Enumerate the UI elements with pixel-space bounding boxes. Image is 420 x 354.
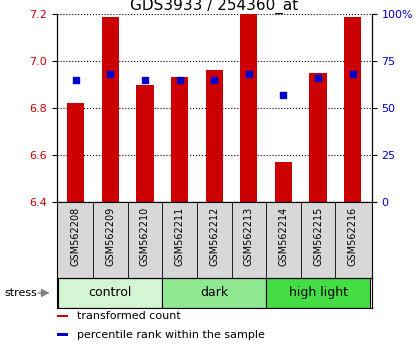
Point bbox=[72, 77, 79, 83]
Text: stress: stress bbox=[4, 288, 37, 298]
Point bbox=[107, 72, 114, 77]
Point bbox=[280, 92, 287, 98]
Text: dark: dark bbox=[200, 286, 228, 299]
Text: GSM562210: GSM562210 bbox=[140, 207, 150, 266]
Text: GSM562213: GSM562213 bbox=[244, 207, 254, 266]
Bar bbox=[57, 314, 68, 317]
Point bbox=[349, 72, 356, 77]
Point bbox=[142, 77, 148, 83]
Text: percentile rank within the sample: percentile rank within the sample bbox=[77, 330, 265, 339]
Bar bbox=[58, 278, 162, 308]
Text: GSM562212: GSM562212 bbox=[209, 207, 219, 267]
Bar bbox=[136, 85, 154, 202]
Title: GDS3933 / 254360_at: GDS3933 / 254360_at bbox=[130, 0, 298, 14]
Point bbox=[211, 77, 218, 83]
Bar bbox=[275, 162, 292, 202]
Bar bbox=[102, 17, 119, 202]
Bar bbox=[57, 333, 68, 336]
Text: transformed count: transformed count bbox=[77, 311, 181, 321]
Text: high light: high light bbox=[289, 286, 347, 299]
Text: GSM562215: GSM562215 bbox=[313, 207, 323, 267]
Bar bbox=[171, 78, 188, 202]
Bar bbox=[205, 70, 223, 202]
Bar bbox=[266, 278, 370, 308]
Text: GSM562214: GSM562214 bbox=[278, 207, 289, 266]
Bar bbox=[310, 73, 327, 202]
Text: GSM562208: GSM562208 bbox=[71, 207, 81, 266]
Text: control: control bbox=[89, 286, 132, 299]
Point bbox=[245, 72, 252, 77]
Text: GSM562209: GSM562209 bbox=[105, 207, 116, 266]
Bar bbox=[162, 278, 266, 308]
Point bbox=[315, 75, 321, 81]
Bar bbox=[344, 17, 361, 202]
Bar bbox=[67, 103, 84, 202]
Text: GSM562211: GSM562211 bbox=[175, 207, 184, 266]
Bar bbox=[240, 14, 257, 202]
Point bbox=[176, 77, 183, 83]
Text: GSM562216: GSM562216 bbox=[348, 207, 358, 266]
